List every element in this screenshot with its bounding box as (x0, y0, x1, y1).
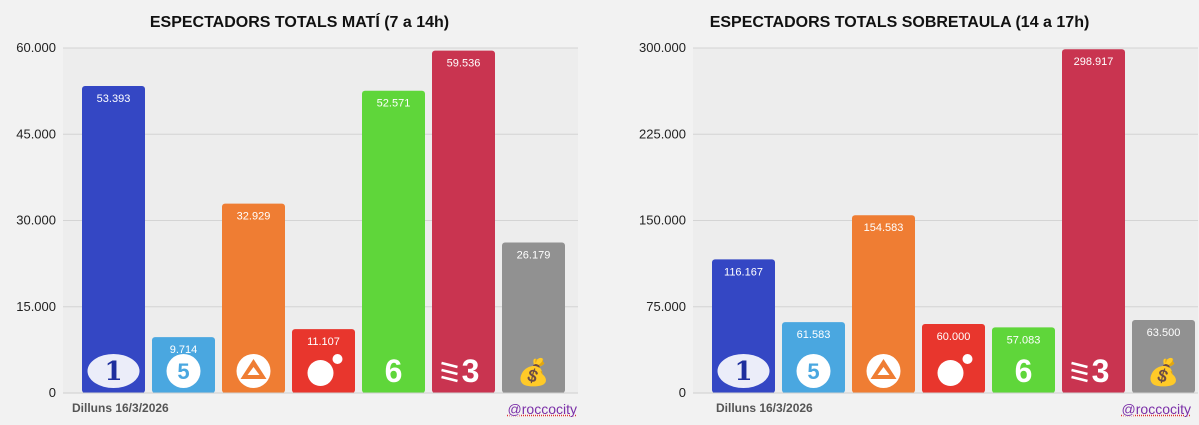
bar-la-1 (82, 85, 145, 394)
y-tick-label: 0 (679, 385, 686, 400)
y-tick-label: 30.000 (16, 213, 56, 228)
bar-tv3 (1062, 49, 1125, 393)
bar-lasexta (992, 327, 1055, 393)
money-bag-icon: 💰 (517, 357, 549, 388)
bar-value-label: 26.179 (517, 249, 551, 261)
bar-value-label: 61.583 (797, 329, 831, 341)
bar-value-label: 116.167 (724, 266, 763, 278)
y-tick-label: 15.000 (16, 299, 56, 314)
bar-value-label: 59.536 (447, 58, 481, 70)
bar-value-label: 60.000 (937, 331, 971, 343)
svg-text:3: 3 (462, 353, 480, 389)
y-tick-label: 150.000 (639, 213, 686, 228)
y-tick-label: 45.000 (16, 126, 56, 141)
y-tick-label: 0 (49, 385, 56, 400)
bar-chart-mati: 015.00030.00045.00060.00053.39319.714532… (16, 40, 578, 400)
bar-value-label: 32.929 (237, 211, 271, 223)
bar-value-label: 63.500 (1147, 327, 1181, 339)
money-bag-icon: 💰 (1147, 357, 1179, 388)
y-tick-label: 75.000 (646, 299, 686, 314)
svg-text:5: 5 (807, 359, 819, 384)
cuatro-logo-icon (307, 354, 343, 386)
svg-text:6: 6 (1015, 353, 1033, 389)
bar-antena-3 (222, 203, 285, 393)
la1-logo-icon: 1 (717, 354, 770, 388)
lasexta-logo-icon: 6 (1015, 353, 1033, 389)
bar-value-label: 53.393 (97, 93, 131, 105)
bar-altres (502, 242, 565, 393)
y-tick-label: 225.000 (639, 126, 686, 141)
svg-text:💰: 💰 (1147, 357, 1179, 388)
bar-antena-3 (852, 215, 915, 393)
antena3-logo-icon (236, 354, 271, 388)
svg-text:6: 6 (385, 353, 403, 389)
bar-chart-sobretaula: 0 75.000 150.000 225.000 300.000 116.167 1 61.5… (639, 40, 1198, 400)
bar-lasexta (362, 90, 425, 394)
bar-cuatro (922, 324, 985, 393)
y-tick-label: 300.000 (639, 40, 686, 55)
footer-date: Dilluns 16/3/2026 (716, 401, 813, 415)
bar-tv3 (432, 50, 495, 393)
svg-text:💰: 💰 (517, 357, 549, 388)
tv3-logo-icon: 3 (1071, 353, 1110, 389)
footer-handle[interactable]: @roccocity (1121, 401, 1191, 417)
telecinco-logo-icon: 5 (166, 354, 201, 388)
bar-altres (1132, 319, 1195, 393)
footer-date: Dilluns 16/3/2026 (72, 401, 169, 415)
bar-value-label: 298.917 (1074, 56, 1114, 68)
antena3-logo-icon (866, 354, 901, 388)
cuatro-logo-icon (937, 354, 973, 386)
svg-text:3: 3 (1092, 353, 1110, 389)
chart-panel-sobretaula: ESPECTADORS TOTALS SOBRETAULA (14 a 17h)… (600, 0, 1199, 425)
bar-value-label: 9.714 (170, 344, 198, 356)
footer-handle[interactable]: @roccocity (507, 401, 577, 417)
lasexta-logo-icon: 6 (385, 353, 403, 389)
chart-title: ESPECTADORS TOTALS SOBRETAULA (14 a 17h) (709, 14, 1090, 31)
svg-text:1: 1 (734, 357, 752, 387)
svg-text:1: 1 (104, 357, 122, 387)
chart-panel-mati: ESPECTADORS TOTALS MATÍ (7 a 14h) 0 15.00… (0, 0, 599, 425)
svg-text:5: 5 (177, 359, 189, 384)
chart-title: ESPECTADORS TOTALS MATÍ (7 a 14h) (149, 14, 450, 31)
telecinco-logo-icon: 5 (796, 354, 831, 388)
y-tick-label: 60.000 (16, 40, 56, 55)
bar-value-label: 57.083 (1007, 334, 1041, 346)
la1-logo-icon: 1 (87, 354, 140, 388)
bar-value-label: 154.583 (864, 222, 904, 234)
tv3-logo-icon: 3 (441, 353, 480, 389)
bar-value-label: 52.571 (377, 98, 411, 110)
bar-value-label: 11.107 (307, 336, 340, 348)
